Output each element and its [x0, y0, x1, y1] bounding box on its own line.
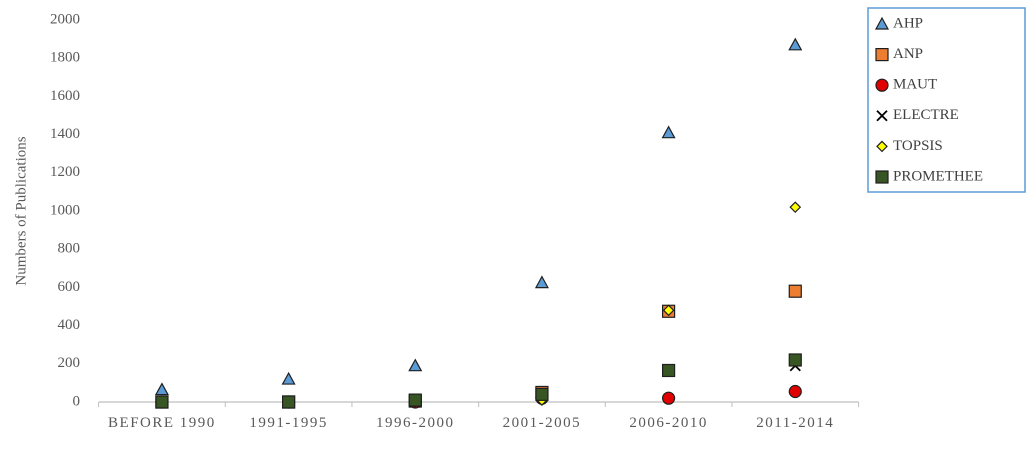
legend: AHP ANP MAUT ELECTRE TOPSIS PROMETHEE	[874, 15, 983, 184]
x-tick-label: BEFORE 1990	[108, 415, 216, 431]
x-tick-label: 1991-1995	[249, 415, 328, 431]
marker-square	[155, 395, 169, 409]
marker-x	[876, 110, 888, 122]
y-tick-label: 1800	[50, 50, 80, 66]
y-tick-label: 1400	[50, 126, 80, 142]
marker-square	[788, 284, 802, 298]
marker-triangle	[281, 371, 296, 385]
marker-triangle	[154, 382, 169, 396]
x-tick-label: 2006-2010	[629, 415, 708, 431]
legend-label: AHP	[893, 15, 923, 31]
marker-triangle	[788, 37, 803, 51]
y-tick-label: 0	[73, 393, 81, 409]
marker-triangle	[874, 16, 890, 30]
marker-circle	[661, 391, 676, 405]
x-tick-label: 1996-2000	[376, 415, 455, 431]
y-tick-label: 1600	[50, 88, 80, 104]
marker-diamond	[662, 304, 675, 317]
legend-label: MAUT	[893, 77, 937, 93]
y-tick-label: 1200	[50, 164, 80, 180]
marker-diamond	[876, 140, 888, 153]
marker-circle	[788, 384, 802, 399]
y-tick-label: 200	[58, 355, 81, 371]
y-tick-label: 1000	[50, 202, 80, 218]
legend-label: TOPSIS	[893, 138, 943, 154]
y-tick-label: 400	[58, 317, 81, 333]
marker-square	[535, 387, 549, 401]
legend-label: ELECTRE	[893, 107, 959, 123]
marker-square	[875, 47, 889, 62]
marker-triangle	[534, 275, 549, 289]
x-tick-label: 2001-2005	[502, 415, 582, 431]
marker-triangle	[408, 358, 423, 372]
legend-label: PROMETHEE	[893, 168, 983, 184]
y-tick-label: 2000	[50, 11, 80, 27]
marker-circle	[875, 78, 889, 92]
marker-square	[875, 170, 889, 184]
marker-triangle	[661, 125, 676, 139]
marker-square	[282, 395, 296, 409]
marker-square	[661, 363, 676, 378]
legend-box	[867, 7, 1026, 193]
marker-square	[408, 393, 422, 407]
x-tick-label: 2011-2014	[756, 415, 835, 431]
y-tick-label: 600	[58, 279, 81, 295]
legend-label: ANP	[893, 46, 923, 62]
marker-square	[788, 353, 802, 367]
y-axis-title: Numbers of Publications	[13, 136, 29, 285]
marker-diamond	[789, 201, 802, 214]
y-tick-label: 800	[58, 241, 81, 257]
